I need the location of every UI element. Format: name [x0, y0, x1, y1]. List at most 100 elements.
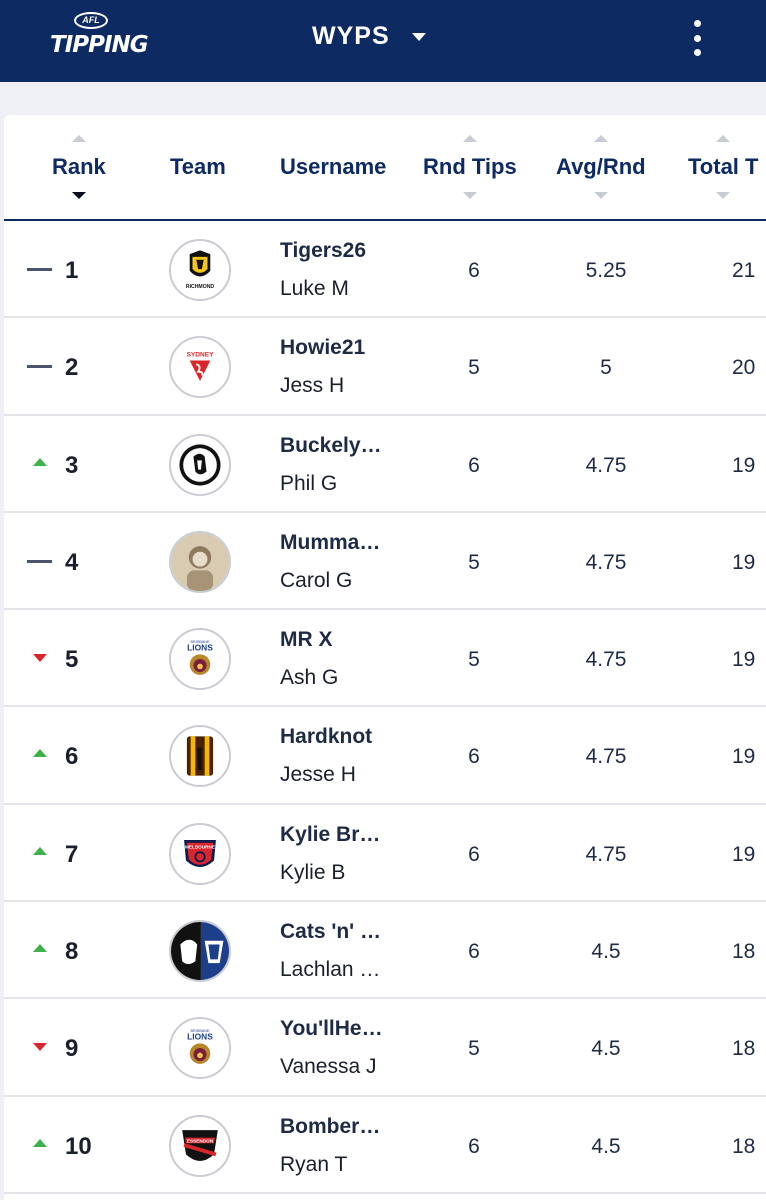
svg-text:LIONS: LIONS: [187, 643, 213, 653]
total-tips: 19: [732, 745, 756, 769]
table-row[interactable]: 6 Hardknot Jesse H 6 4.75 19: [4, 707, 766, 805]
rank-number: 5: [65, 646, 79, 674]
player-name: Carol G: [280, 568, 353, 592]
total-tips: 21: [732, 259, 756, 282]
username[interactable]: Bomber…: [280, 1114, 381, 1138]
ladder-table: Rank Team Username Rnd Tips Avg/Rnd Tota…: [4, 115, 766, 1200]
column-header-total-tips[interactable]: Total T: [688, 115, 758, 219]
rank-number: 9: [65, 1035, 79, 1063]
player-name: Ash G: [280, 666, 339, 690]
average-per-round: 4.5: [591, 1037, 621, 1061]
table-row[interactable]: 10 ESSENDON Bomber… Ryan T 6 4.5 18: [4, 1097, 766, 1194]
competition-name: WYPS: [312, 22, 390, 50]
rank-number: 6: [65, 743, 79, 771]
rank-movement-up-icon: [33, 457, 47, 466]
username[interactable]: MR X: [280, 628, 333, 652]
rank-movement-down-icon: [33, 654, 47, 663]
team-logo-essendon-icon: ESSENDON: [169, 1114, 231, 1177]
total-tips: 19: [732, 842, 756, 866]
sort-down-icon: [71, 192, 86, 199]
table-row[interactable]: 5 BRISBANE LIONS MR X Ash G 5 4.75 19: [4, 610, 766, 708]
team-logo-sydney-icon: SYDNEY: [169, 336, 231, 399]
column-label: Username: [280, 154, 387, 179]
rank-movement-up-icon: [33, 1138, 47, 1147]
team-logo-collingwood-icon: [169, 433, 231, 496]
average-per-round: 5: [600, 356, 612, 380]
rank-number: 2: [65, 354, 79, 382]
column-label: Rank: [52, 154, 106, 179]
username[interactable]: Tigers26: [280, 239, 366, 262]
username[interactable]: Kylie Br…: [280, 822, 381, 846]
table-body: 1 RICHMOND Tigers26 Luke M 6 5.25 21 2 SYDNEY How…: [4, 221, 766, 1194]
username[interactable]: Howie21: [280, 336, 366, 360]
total-tips: 20: [732, 356, 756, 380]
team-logo-geelong-collingwood-icon: [169, 920, 231, 983]
rank-movement-same-icon: [27, 365, 52, 369]
average-per-round: 4.75: [585, 648, 627, 672]
average-per-round: 4.75: [585, 550, 627, 574]
player-name: Luke M: [280, 277, 349, 300]
rank-number: 10: [65, 1132, 92, 1160]
round-tips: 6: [468, 1134, 480, 1158]
table-row[interactable]: 9 BRISBANE LIONS You'llHe… Vanessa J 5 4.5 18: [4, 999, 766, 1097]
username[interactable]: Hardknot: [280, 725, 373, 749]
team-logo-melbourne-icon: MELBOURNE: [169, 822, 231, 885]
table-row[interactable]: 2 SYDNEY Howie21 Jess H 5 5 20: [4, 318, 766, 416]
sort-down-icon: [716, 192, 731, 199]
player-name: Phil G: [280, 471, 338, 495]
sort-down-icon: [593, 192, 608, 199]
column-label: Avg/Rnd: [556, 154, 646, 179]
player-name: Kylie B: [280, 860, 346, 884]
table-header: Rank Team Username Rnd Tips Avg/Rnd Tota…: [4, 115, 766, 221]
total-tips: 18: [732, 1134, 756, 1158]
rank-number: 1: [65, 257, 79, 284]
table-row[interactable]: 7 MELBOURNE Kylie Br… Kylie B 6 4.75 19: [4, 805, 766, 903]
rank-movement-up-icon: [33, 846, 47, 855]
chevron-down-icon: [411, 32, 426, 41]
team-logo-brisbane-icon: BRISBANE LIONS: [169, 628, 231, 691]
more-options-icon[interactable]: [688, 20, 706, 56]
round-tips: 6: [468, 842, 480, 866]
sort-up-icon: [71, 135, 86, 142]
rank-movement-same-icon: [27, 559, 52, 563]
rank-movement-down-icon: [33, 1043, 47, 1052]
competition-selector[interactable]: WYPS: [312, 22, 426, 51]
table-row[interactable]: 1 RICHMOND Tigers26 Luke M 6 5.25 21: [4, 221, 766, 319]
table-row[interactable]: 8 Cats 'n' … Lachlan … 6 4.5 18: [4, 902, 766, 1000]
svg-text:BRISBANE: BRISBANE: [191, 640, 210, 644]
rank-number: 7: [65, 840, 79, 868]
column-header-rnd-tips[interactable]: Rnd Tips: [423, 115, 517, 219]
table-row[interactable]: 3 Buckely… Phil G 6 4.75 19: [4, 416, 766, 513]
column-label: Total T: [688, 154, 759, 179]
svg-text:BRISBANE: BRISBANE: [191, 1029, 210, 1033]
average-per-round: 4.75: [585, 842, 627, 866]
average-per-round: 4.75: [585, 745, 627, 769]
username[interactable]: Buckely…: [280, 433, 382, 457]
username[interactable]: You'llHe…: [280, 1017, 383, 1041]
column-header-avg-rnd[interactable]: Avg/Rnd: [556, 115, 646, 219]
sort-down-icon: [462, 192, 477, 199]
round-tips: 5: [468, 550, 480, 574]
round-tips: 6: [468, 745, 480, 769]
round-tips: 5: [468, 356, 480, 380]
svg-text:MELBOURNE: MELBOURNE: [185, 844, 215, 849]
username[interactable]: Mumma…: [280, 530, 381, 554]
column-header-rank[interactable]: Rank: [52, 115, 106, 219]
column-header-team: Team: [170, 115, 226, 219]
rank-movement-same-icon: [27, 268, 52, 271]
player-name: Jesse H: [280, 763, 356, 787]
round-tips: 5: [468, 1037, 480, 1061]
afl-badge: AFL: [74, 12, 108, 29]
team-logo-photo-icon: [169, 530, 231, 593]
player-name: Lachlan …: [280, 958, 381, 982]
svg-text:ESSENDON: ESSENDON: [187, 1138, 214, 1143]
afl-tipping-logo[interactable]: AFL TIPPING: [50, 10, 149, 70]
rank-number: 4: [65, 548, 79, 576]
username[interactable]: Cats 'n' …: [280, 920, 382, 944]
column-header-username: Username: [280, 115, 386, 219]
player-name: Jess H: [280, 374, 345, 398]
total-tips: 18: [732, 940, 756, 964]
total-tips: 19: [732, 453, 756, 477]
rank-number: 8: [65, 938, 79, 966]
table-row[interactable]: 4 Mumma… Carol G 5 4.75 19: [4, 513, 766, 611]
